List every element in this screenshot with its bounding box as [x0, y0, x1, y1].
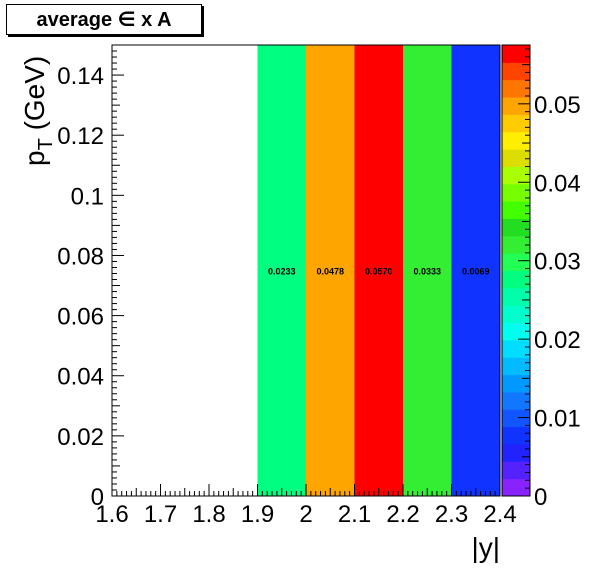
colorbar-band	[502, 305, 530, 324]
colorbar-band	[502, 339, 530, 358]
z-axis: 0 0.01 0.02 0.03 0.04 0.05	[518, 48, 581, 511]
cells-layer	[257, 45, 500, 496]
colorbar	[501, 44, 531, 497]
z-tick-label: 0.04	[534, 170, 581, 197]
colorbar-band	[502, 409, 530, 428]
cell-value-label: 0.0233	[268, 267, 296, 277]
colorbar-band	[502, 131, 530, 150]
z-tick-label: 0.05	[534, 92, 581, 119]
y-tick-label: 0.14	[57, 63, 104, 90]
colorbar-band	[502, 114, 530, 133]
x-tick-label: 2.1	[338, 501, 371, 528]
y-axis-label: pT (GeV)	[19, 56, 57, 166]
colorbar-band	[502, 374, 530, 393]
z-tick-label: 0	[534, 484, 547, 511]
x-axis-label: |y|	[471, 532, 500, 563]
z-tick-label: 0.03	[534, 249, 581, 276]
chart-title-text: average ∈ x A	[36, 9, 172, 31]
y-tick-label: 0.04	[57, 364, 104, 391]
z-tick-label: 0.02	[534, 327, 581, 354]
x-tick-label: 2	[299, 501, 312, 528]
colorbar-band	[502, 97, 530, 115]
colorbar-band	[502, 218, 530, 237]
colorbar-band	[502, 287, 530, 306]
y-tick-label: 0.1	[71, 183, 104, 210]
heatmap-cell	[451, 45, 500, 496]
colorbar-band	[502, 443, 530, 462]
cell-value-label: 0.0570	[365, 267, 393, 277]
colorbar-band	[502, 461, 530, 480]
y-tick-label: 0.12	[57, 123, 104, 150]
colorbar-band	[502, 426, 530, 445]
cell-labels-layer: 0.0233 0.0478 0.0570 0.0333 0.0069	[268, 267, 490, 277]
colorbar-band	[502, 62, 530, 81]
colorbar-band	[502, 201, 530, 219]
heatmap-cell	[403, 45, 452, 496]
y-axis: 0 0.02 0.04 0.06 0.08 0.1 0.12 0.14	[57, 44, 124, 511]
y-axis-label-unit: (GeV)	[19, 56, 50, 138]
colorbar-band	[502, 235, 530, 254]
cell-value-label: 0.0333	[413, 267, 441, 277]
x-tick-label: 2.2	[386, 501, 419, 528]
heatmap-cell	[306, 45, 355, 496]
y-tick-label: 0.08	[57, 243, 104, 270]
y-tick-label: 0	[91, 484, 104, 511]
x-tick-label: 1.7	[144, 501, 177, 528]
colorbar-band	[502, 391, 530, 410]
y-tick-label: 0.06	[57, 304, 104, 331]
colorbar-band	[502, 357, 530, 376]
x-tick-label: 1.8	[192, 501, 225, 528]
heatmap-cell	[257, 45, 306, 496]
x-tick-label: 2.3	[435, 501, 468, 528]
x-axis: 1.6 1.7 1.8 1.9 2 2.1 2.2 2.3 2.4	[95, 484, 517, 528]
x-tick-label: 1.9	[241, 501, 274, 528]
heatmap-cell	[354, 45, 403, 496]
colorbar-band	[502, 478, 530, 497]
y-tick-label: 0.02	[57, 424, 104, 451]
x-tick-label: 2.4	[483, 501, 516, 528]
colorbar-band	[502, 79, 530, 98]
colorbar-band	[502, 166, 530, 185]
colorbar-band	[502, 183, 530, 202]
cell-value-label: 0.0069	[462, 267, 490, 277]
colorbar-band	[502, 149, 530, 167]
colorbar-frame	[501, 44, 531, 497]
y-axis-label-sub: T	[35, 138, 57, 150]
z-tick-label: 0.01	[534, 406, 581, 433]
x-tick-label: 1.6	[95, 501, 128, 528]
y-axis-label-main: p	[19, 150, 50, 166]
colorbar-band	[502, 45, 530, 63]
colorbar-band	[502, 270, 530, 289]
cell-value-label: 0.0478	[316, 267, 344, 277]
chart-title: average ∈ x A	[6, 4, 202, 35]
colorbar-band	[502, 322, 530, 341]
colorbar-band	[502, 253, 530, 271]
